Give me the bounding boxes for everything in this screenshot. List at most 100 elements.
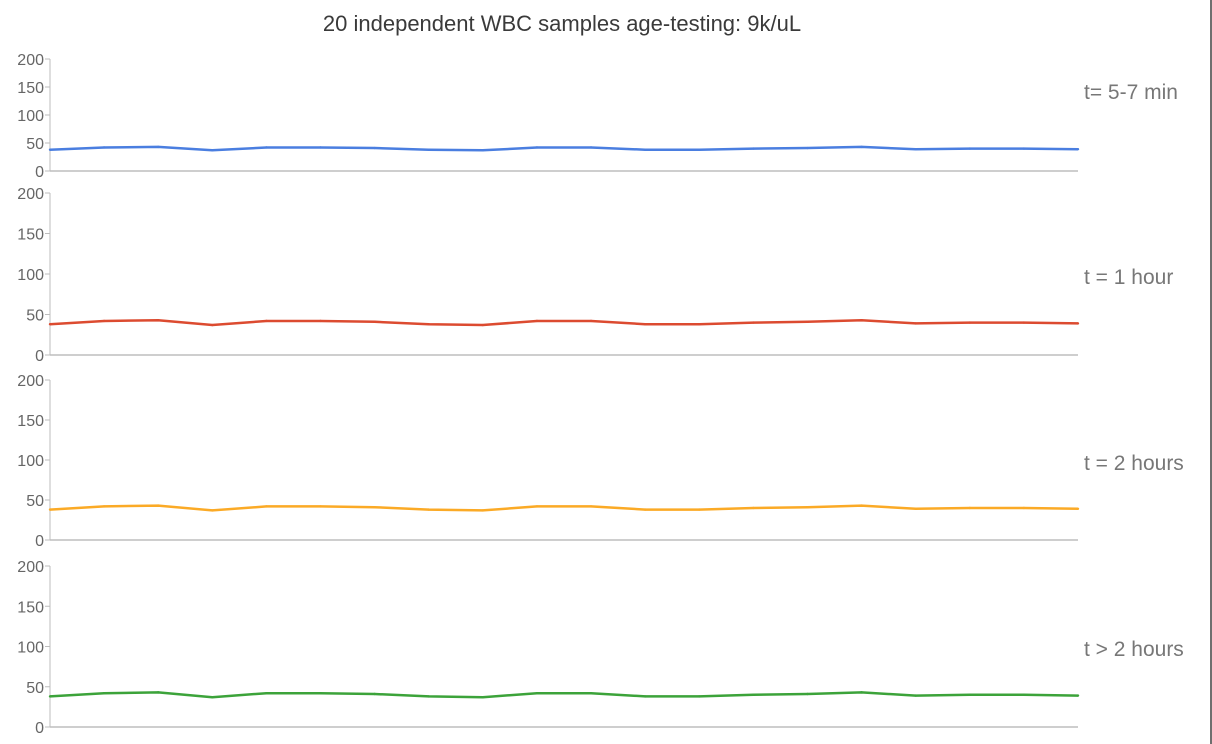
y-tick-label: 50 [26,493,44,510]
data-point [265,505,268,508]
y-tick-label: 50 [26,136,44,153]
data-point [643,508,647,511]
data-point [211,323,214,327]
data-point [968,693,971,696]
data-point [860,691,863,694]
data-point [373,146,376,150]
y-tick-label: 50 [26,680,44,697]
data-point [48,148,52,151]
data-point [752,147,755,150]
y-tick-label: 100 [17,453,44,470]
data-point [914,694,917,697]
data-point [211,696,214,699]
data-point [157,145,160,149]
data-point [481,323,485,327]
data-point [427,323,430,326]
data-point [373,506,376,509]
y-tick-label: 150 [17,413,44,430]
data-point [752,506,755,510]
data-point [589,505,593,508]
y-tick-label: 0 [35,720,44,737]
y-tick-label: 100 [17,108,44,125]
data-point [1076,147,1080,151]
series-line [49,318,1079,327]
data-point [752,321,755,324]
data-point [698,695,701,698]
panel-label: t = 2 hours [1084,452,1184,475]
data-point [265,319,268,323]
data-point [968,321,971,324]
data-point [373,320,376,323]
y-tick-label: 150 [17,80,44,97]
data-point [319,319,322,323]
y-tick-label: 200 [17,186,44,203]
data-point [860,145,863,149]
data-point [968,506,971,510]
data-point [914,147,917,151]
data-point [589,319,593,323]
data-point [806,146,809,150]
data-point [1076,694,1080,697]
frame-right-border [1210,0,1212,744]
y-tick-label: 150 [17,599,44,616]
data-point [806,506,809,509]
data-point [914,322,917,325]
data-point [643,695,647,698]
y-tick-label: 200 [17,559,44,576]
data-point [589,146,593,149]
data-point [102,319,106,323]
data-point [698,323,701,326]
data-point [481,149,485,152]
data-point [102,505,106,508]
y-tick-label: 100 [17,267,44,284]
data-point [481,696,485,699]
y-tick-label: 200 [17,52,44,69]
data-point [319,505,322,508]
data-point [427,695,430,698]
data-point [427,508,430,511]
data-point [698,508,701,511]
panel-2: 0 50 100 150 200 t = 1 hour [17,186,1173,365]
data-point [265,691,268,695]
data-point [968,147,971,150]
data-point [265,146,268,149]
data-point [319,146,322,149]
data-point [1076,507,1080,510]
data-point [102,691,106,695]
data-point [157,504,160,507]
data-point [589,691,593,695]
data-point [860,504,863,507]
data-point [806,320,809,323]
panel-1: 0 50 100 150 200 t= 5-7 min [17,52,1178,181]
y-tick-label: 200 [17,373,44,390]
y-tick-label: 0 [35,533,44,550]
data-point [914,507,917,510]
y-tick-label: 150 [17,227,44,244]
data-point [1022,321,1026,324]
data-point [157,691,160,694]
data-point [211,509,214,512]
panel-label: t= 5-7 min [1084,81,1178,104]
panel-3: 0 50 100 150 200 t = 2 hours [17,373,1184,550]
data-point [319,691,322,695]
data-point [211,149,214,152]
data-point [427,148,430,151]
panel-label: t > 2 hours [1084,638,1184,661]
data-point [481,509,485,512]
data-point [698,148,701,151]
data-point [643,323,647,326]
series-line [49,691,1079,699]
data-point [373,692,376,696]
y-tick-label: 50 [26,308,44,325]
data-point [535,691,539,695]
data-point [102,146,106,149]
series-line [49,145,1079,152]
data-point [48,323,52,326]
y-tick-label: 0 [35,164,44,181]
data-point [1022,506,1026,510]
data-point [48,695,52,698]
data-point [1022,147,1026,150]
data-point [535,505,539,508]
